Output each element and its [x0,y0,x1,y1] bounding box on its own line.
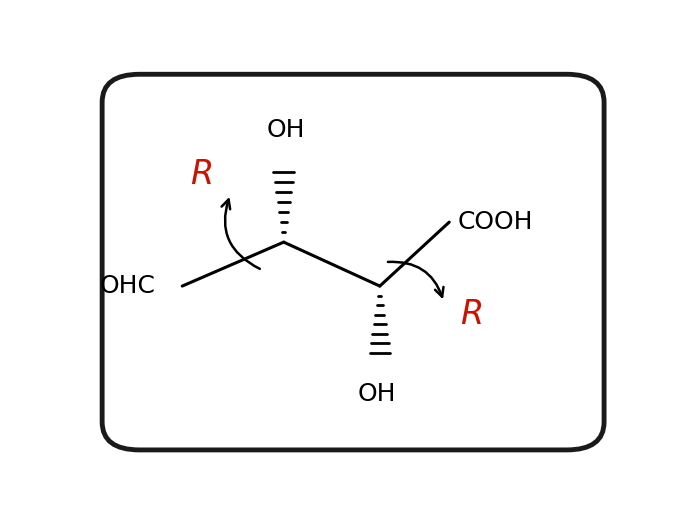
Text: $\it{R}$: $\it{R}$ [190,158,212,190]
Text: OH: OH [267,118,306,142]
Text: COOH: COOH [457,210,533,234]
Text: OH: OH [358,382,396,406]
Text: $\it{R}$: $\it{R}$ [460,297,482,331]
Text: OHC: OHC [100,274,156,298]
FancyBboxPatch shape [102,74,604,450]
